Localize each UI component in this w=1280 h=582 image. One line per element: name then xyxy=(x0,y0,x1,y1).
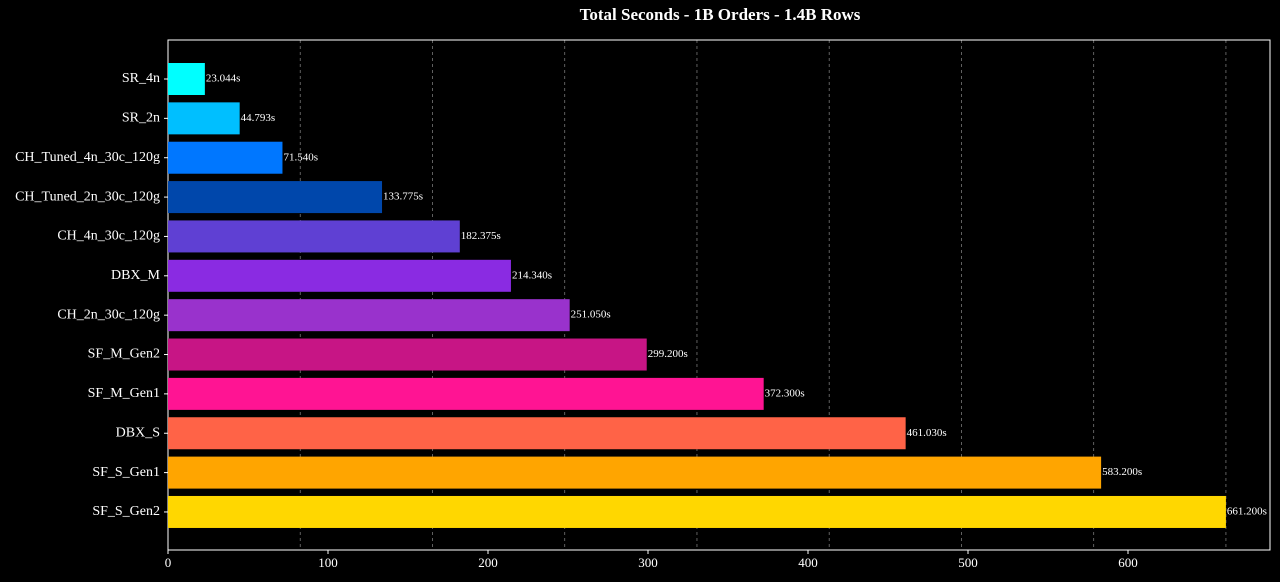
chart-title: Total Seconds - 1B Orders - 1.4B Rows xyxy=(580,5,861,24)
bar xyxy=(168,377,764,410)
x-tick-label: 300 xyxy=(638,555,658,570)
value-label: 23.044s xyxy=(206,73,241,85)
bar xyxy=(168,63,205,95)
x-tick-label: 400 xyxy=(798,555,818,570)
bar xyxy=(168,259,511,292)
value-label: 214.340s xyxy=(512,269,552,281)
plot-frame xyxy=(167,39,1271,551)
value-label: 583.200s xyxy=(1102,466,1142,478)
value-label: 182.375s xyxy=(461,230,501,242)
bar xyxy=(168,495,1226,528)
y-tick-label: CH_4n_30c_120g xyxy=(57,229,160,244)
bar xyxy=(168,102,240,135)
y-tick-label: SR_2n xyxy=(122,111,160,126)
y-tick-label: CH_2n_30c_120g xyxy=(57,307,160,322)
value-label: 44.793s xyxy=(241,112,276,124)
x-tick-label: 100 xyxy=(318,555,338,570)
y-tick-label: CH_Tuned_2n_30c_120g xyxy=(15,189,160,204)
value-label: 461.030s xyxy=(907,427,947,439)
value-label: 71.540s xyxy=(283,151,318,163)
value-label: 251.050s xyxy=(571,309,611,321)
bar xyxy=(168,417,906,450)
y-tick-label: SR_4n xyxy=(122,71,160,86)
x-tick-label: 200 xyxy=(478,555,498,570)
y-tick-label: DBX_S xyxy=(116,425,160,440)
bar xyxy=(168,338,647,371)
bar xyxy=(168,220,460,253)
bar xyxy=(168,141,283,174)
value-label: 661.200s xyxy=(1227,505,1267,517)
y-tick-label: SF_S_Gen1 xyxy=(92,465,160,480)
y-tick-label: SF_M_Gen1 xyxy=(88,386,160,401)
bar xyxy=(168,456,1102,489)
value-label: 299.200s xyxy=(648,348,688,360)
y-tick-label: DBX_M xyxy=(111,268,161,283)
y-tick-label: SF_S_Gen2 xyxy=(92,504,160,519)
x-tick-label: 600 xyxy=(1118,555,1138,570)
value-label: 133.775s xyxy=(383,191,423,203)
bar xyxy=(168,181,383,214)
y-tick-label: SF_M_Gen2 xyxy=(88,347,160,362)
bar xyxy=(168,299,570,332)
x-tick-label: 0 xyxy=(165,555,172,570)
value-label: 372.300s xyxy=(765,387,805,399)
x-tick-label: 500 xyxy=(958,555,978,570)
y-tick-label: CH_Tuned_4n_30c_120g xyxy=(15,150,160,165)
